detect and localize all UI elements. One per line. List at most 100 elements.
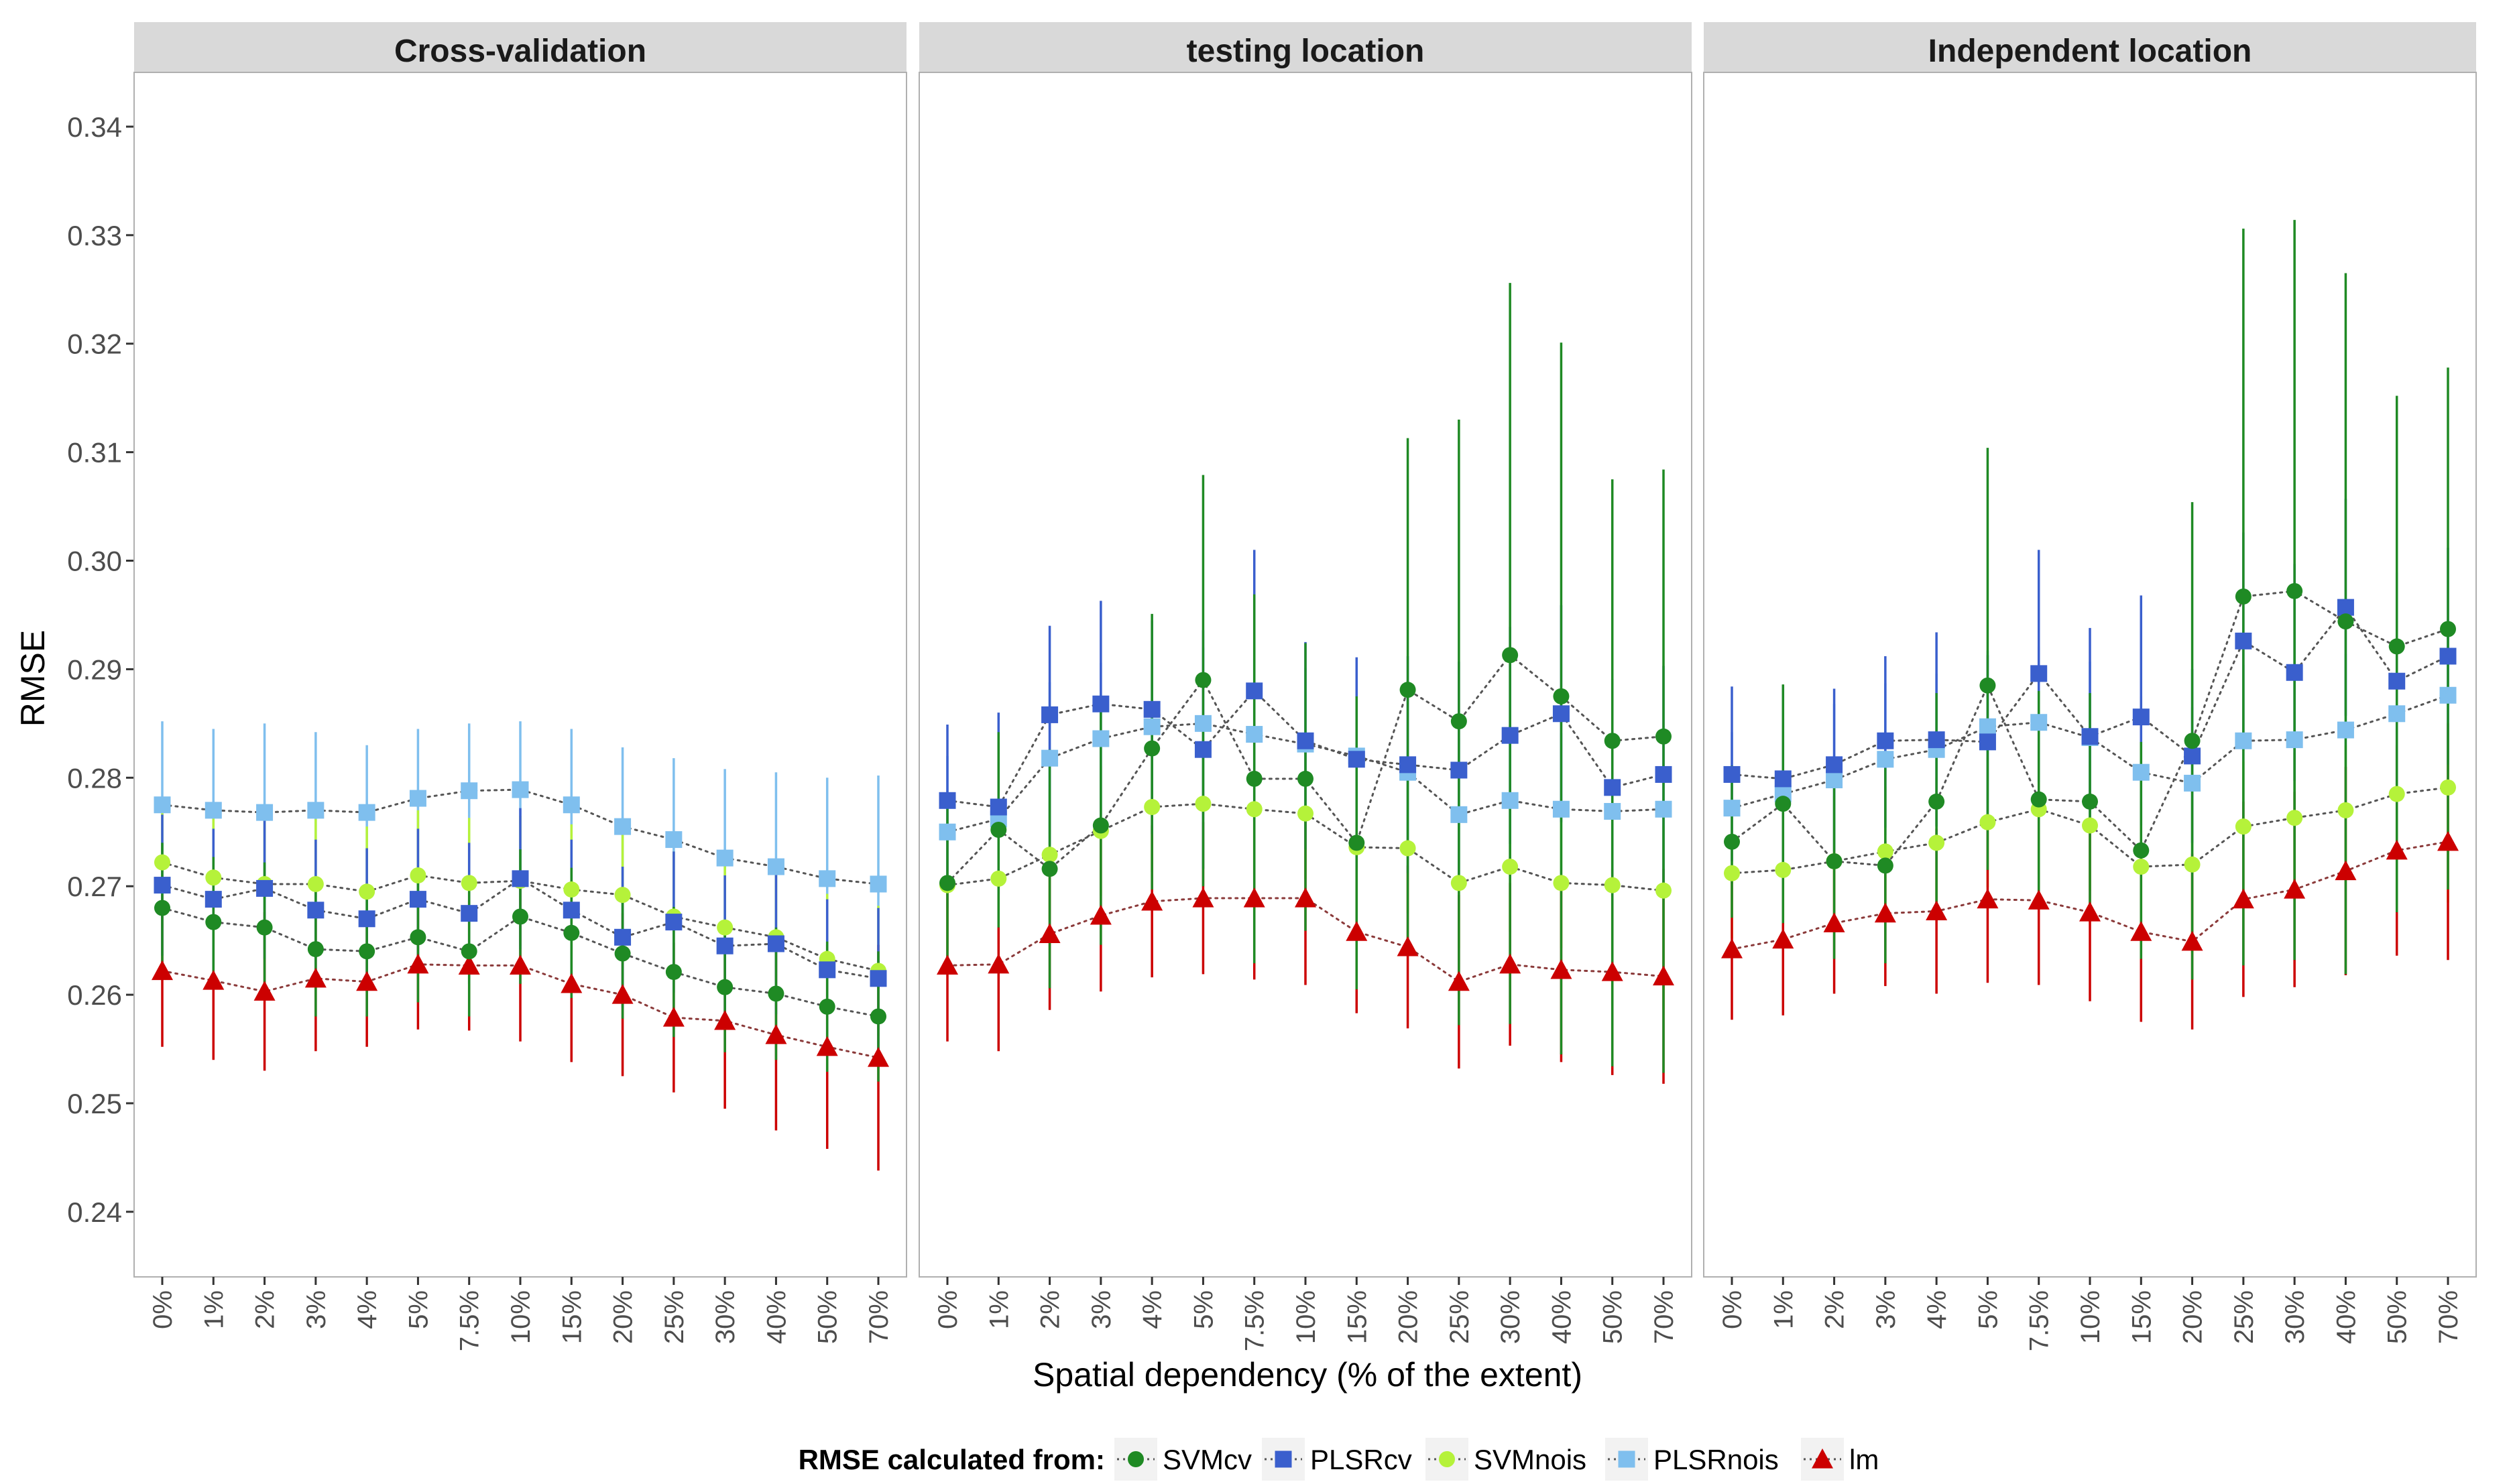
x-tick-label: 4% [1138,1290,1167,1329]
point-plsrcv [1041,706,1059,723]
point-svmcv [1724,833,1740,850]
point-svmcv [512,908,528,925]
point-plsrcv [1348,751,1365,768]
y-tick-label: 0.29 [67,654,122,685]
point-plsrnois [409,790,426,807]
y-axis-ticks: 0.24 0.25 0.26 0.27 0.28 0.29 0.30 0.31 0.32 0.33… [67,111,134,1228]
point-svmnois [563,881,580,898]
point-lm [1141,890,1163,911]
point-plsrnois [512,781,529,798]
x-tick-label: 4% [353,1290,382,1329]
point-lm [152,960,173,981]
point-svmnois [2184,856,2201,873]
facet-strip [1704,22,2476,72]
legend-entry-lm: lm [1801,1438,1879,1481]
point-plsrnois [1655,800,1672,818]
point-plsrcv [1774,770,1792,788]
point-plsrcv [205,891,222,908]
point-svmcv [1092,817,1109,834]
point-lm [304,967,327,988]
point-svmcv [1041,861,1058,877]
point-plsrnois [819,870,836,887]
point-plsrcv [716,937,734,954]
point-plsrcv [1877,732,1894,749]
point-plsrnois [614,818,632,835]
point-plsrcv [1194,741,1212,758]
point-svmnois [2337,802,2354,818]
legend-label: SVMnois [1474,1444,1586,1475]
panel-independent-location: Independent location 0% 1% 2% 3% 4% 5% 7.5% 10% 1… [1703,22,2477,1351]
x-tick-label: 3% [1087,1290,1116,1329]
point-svmcv [1399,682,1416,698]
point-svmnois [1877,843,1893,860]
legend-entry-svmnois: SVMnois [1425,1438,1586,1481]
point-svmcv [990,822,1007,839]
x-tick-label: 25% [660,1290,689,1344]
point-plsrcv [665,914,683,931]
point-svmcv [410,929,426,946]
point-svmnois [359,883,375,900]
x-tick-label: 2% [1036,1290,1065,1329]
point-lm [2232,888,2254,909]
point-plsrcv [2337,599,2354,616]
point-plsrcv [1928,731,1945,749]
point-lm [1601,961,1623,981]
legend-entry-plsrcv: PLSRcv [1262,1438,1412,1481]
point-lm [2028,889,2050,910]
point-plsrnois [307,802,325,819]
point-svmnois [154,854,170,871]
point-plsrcv [1723,765,1741,783]
legend-key-marker [1128,1451,1144,1467]
point-plsrcv [512,870,529,887]
point-svmcv [2184,733,2201,749]
facet-strip [919,22,1692,72]
point-plsrnois [2388,705,2406,723]
point-lm [1346,921,1368,941]
point-lm [1653,965,1674,986]
point-plsrnois [1246,726,1263,743]
point-lm [2386,839,2408,860]
point-svmnois [1553,875,1570,891]
x-tick-label: 3% [1871,1290,1901,1329]
series-line-plsrnois [161,788,880,885]
point-lm [407,953,429,974]
point-svmcv [2388,638,2405,655]
point-lm [988,953,1010,974]
point-lm [1448,971,1470,991]
point-plsrnois [1979,718,1996,735]
point-plsrcv [2286,664,2303,681]
legend-key-marker [1812,1448,1833,1469]
x-tick-label: 20% [2178,1290,2208,1344]
point-svmcv [307,941,324,958]
x-tick-label: 1% [1769,1290,1798,1329]
point-svmnois [1144,799,1161,816]
point-svmnois [2388,786,2405,802]
y-tick-label: 0.34 [67,111,122,143]
point-svmcv [2337,613,2354,630]
point-lm [1772,928,1794,949]
x-tick-label: 10% [2076,1290,2105,1344]
point-svmcv [1928,793,1945,810]
facet-title: Independent location [1928,34,2252,69]
point-plsrcv [1604,779,1621,796]
legend-entry-plsrnois: PLSRnois [1605,1438,1779,1481]
point-svmcv [939,875,955,891]
point-svmcv [870,1008,886,1025]
point-svmnois [2133,859,2150,875]
point-plsrcv [1826,756,1843,774]
point-svmnois [461,875,477,891]
point-plsrcv [307,902,325,919]
y-tick-label: 0.30 [67,546,122,577]
x-tick-label: 10% [506,1290,536,1344]
point-plsrcv [819,961,836,979]
point-lm [1550,959,1572,979]
point-svmnois [1399,840,1416,857]
point-lm [2437,830,2459,851]
point-svmcv [768,985,784,1002]
point-lm [1295,887,1316,908]
point-lm [1090,904,1112,925]
point-lm [2130,921,2152,941]
point-lm [1039,923,1061,944]
point-plsrnois [1552,800,1570,818]
